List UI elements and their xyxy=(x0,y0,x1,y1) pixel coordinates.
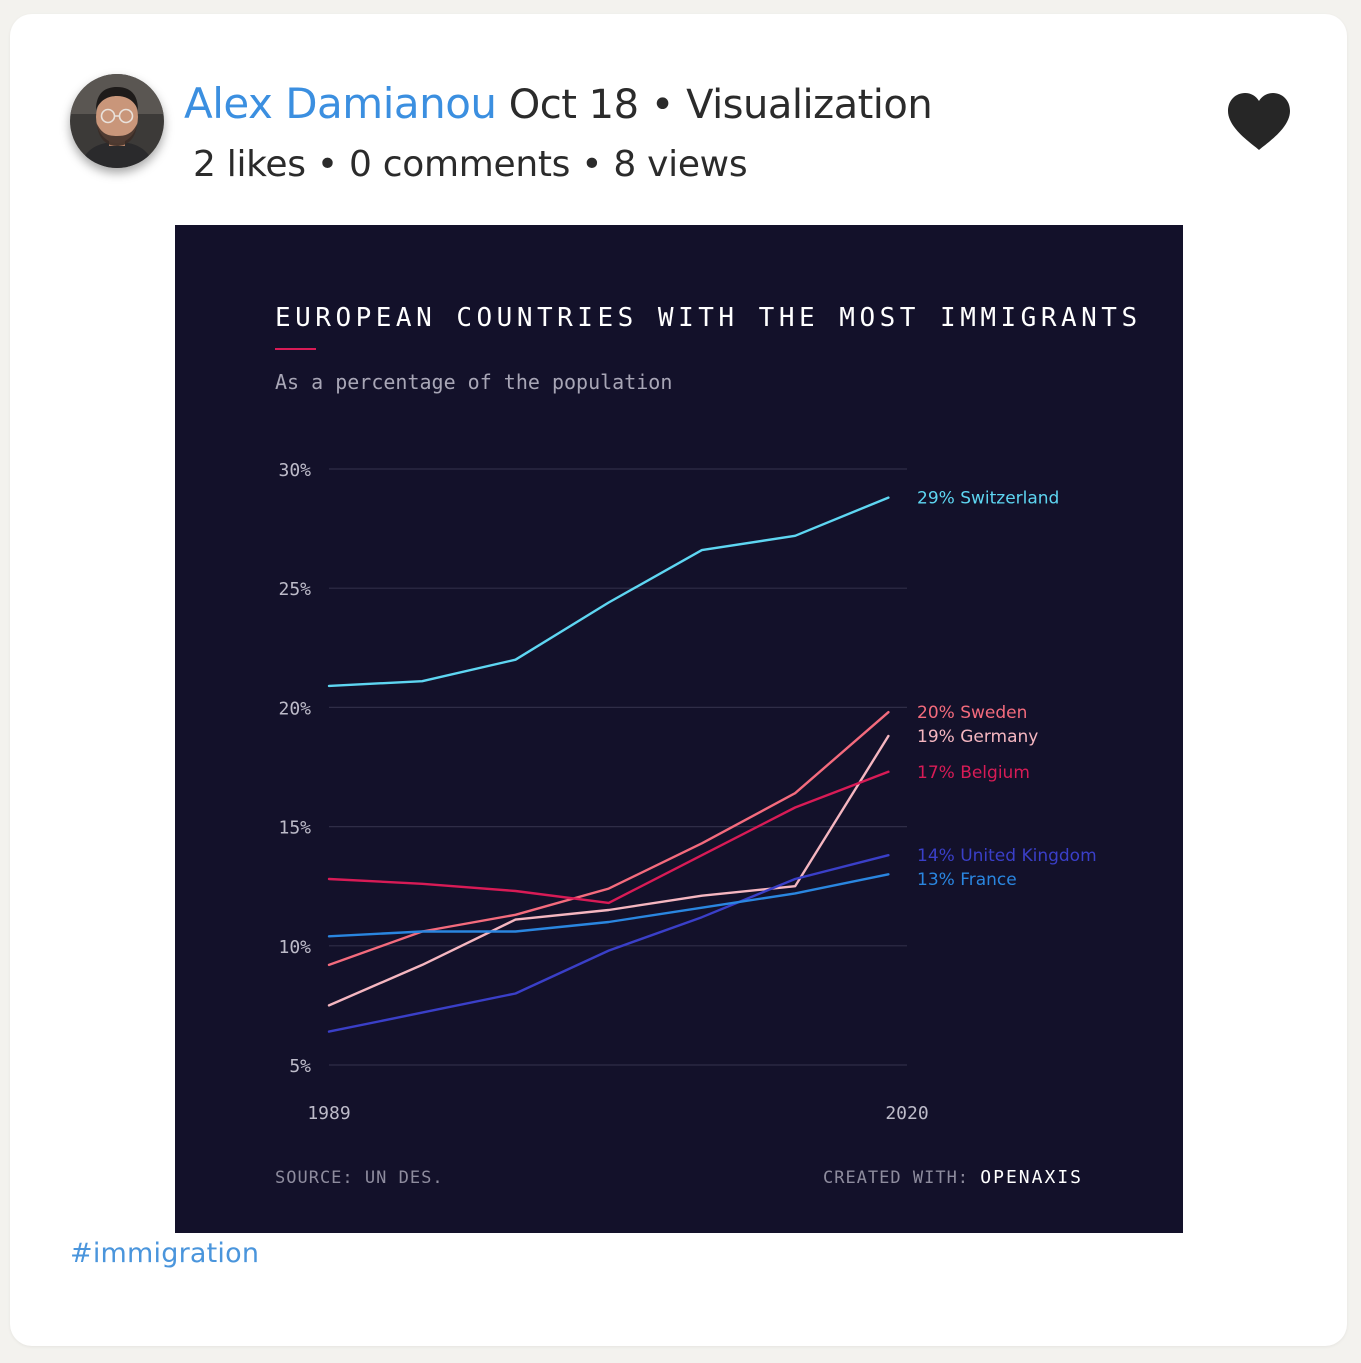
chart-subtitle: As a percentage of the population xyxy=(275,370,672,394)
series-line-united-kingdom xyxy=(327,854,890,1033)
end-label-france: 13% France xyxy=(917,870,1017,890)
post-date: Oct 18 xyxy=(508,82,639,128)
x-tick-label: 2020 xyxy=(885,1103,928,1124)
line-chart: EUROPEAN COUNTRIES WITH THE MOST IMMIGRA… xyxy=(175,225,1183,1233)
y-tick-label: 15% xyxy=(278,818,311,839)
series-line-france xyxy=(327,873,890,938)
hashtag-link[interactable]: #immigration xyxy=(70,1238,260,1269)
series-line-belgium xyxy=(327,770,890,905)
series-line-germany xyxy=(327,734,890,1007)
separator: • xyxy=(316,144,338,185)
x-tick-labels: 1989 2020 xyxy=(307,1103,928,1124)
post-category[interactable]: Visualization xyxy=(686,82,933,128)
y-tick-label: 10% xyxy=(278,937,311,958)
y-tick-label: 25% xyxy=(278,579,311,600)
like-button[interactable] xyxy=(1226,92,1292,152)
separator: • xyxy=(650,82,675,128)
heart-icon xyxy=(1228,93,1290,150)
y-tick-labels: 5% 10% 15% 20% 25% 30% xyxy=(278,460,311,1077)
separator: • xyxy=(581,144,603,185)
y-tick-label: 20% xyxy=(278,698,311,719)
likes-count: 2 likes xyxy=(193,144,306,185)
grid xyxy=(329,468,907,1066)
end-label-germany: 19% Germany xyxy=(917,727,1038,747)
comments-count: 0 comments xyxy=(348,144,571,185)
y-tick-label: 30% xyxy=(278,460,311,481)
series-end-labels: 29% Switzerland 20% Sweden 19% Germany 17% … xyxy=(917,489,1097,891)
source-text: SOURCE: UN DES. xyxy=(275,1168,444,1188)
end-label-sweden: 20% Sweden xyxy=(917,703,1027,723)
chart-figure: EUROPEAN COUNTRIES WITH THE MOST IMMIGRA… xyxy=(175,225,1183,1233)
author-name[interactable]: Alex Damianou xyxy=(184,79,497,128)
series-lines xyxy=(327,496,890,1033)
x-tick-label: 1989 xyxy=(307,1103,350,1124)
end-label-united-kingdom: 14% United Kingdom xyxy=(917,846,1097,866)
y-tick-label: 5% xyxy=(289,1056,311,1077)
series-line-switzerland xyxy=(327,496,890,688)
end-label-belgium: 17% Belgium xyxy=(917,763,1030,783)
created-with-label: CREATED WITH: xyxy=(823,1168,969,1188)
end-label-switzerland: 29% Switzerland xyxy=(917,489,1059,509)
avatar[interactable] xyxy=(70,74,164,168)
views-count: 8 views xyxy=(613,144,748,185)
chart-title: EUROPEAN COUNTRIES WITH THE MOST IMMIGRA… xyxy=(275,303,1142,333)
created-with: CREATED WITH: OPENAXIS xyxy=(823,1167,1083,1188)
post-stats: 2 likes • 0 comments • 8 views xyxy=(193,138,748,192)
source-label: SOURCE: xyxy=(275,1168,354,1188)
avatar-photo xyxy=(70,74,164,168)
source-value: UN DES. xyxy=(365,1168,444,1188)
openaxis-logo: OPENAXIS xyxy=(980,1167,1083,1188)
post-header: Alex Damianou Oct 18 • Visualization xyxy=(184,76,933,133)
post-card: Alex Damianou Oct 18 • Visualization 2 l… xyxy=(10,14,1347,1346)
